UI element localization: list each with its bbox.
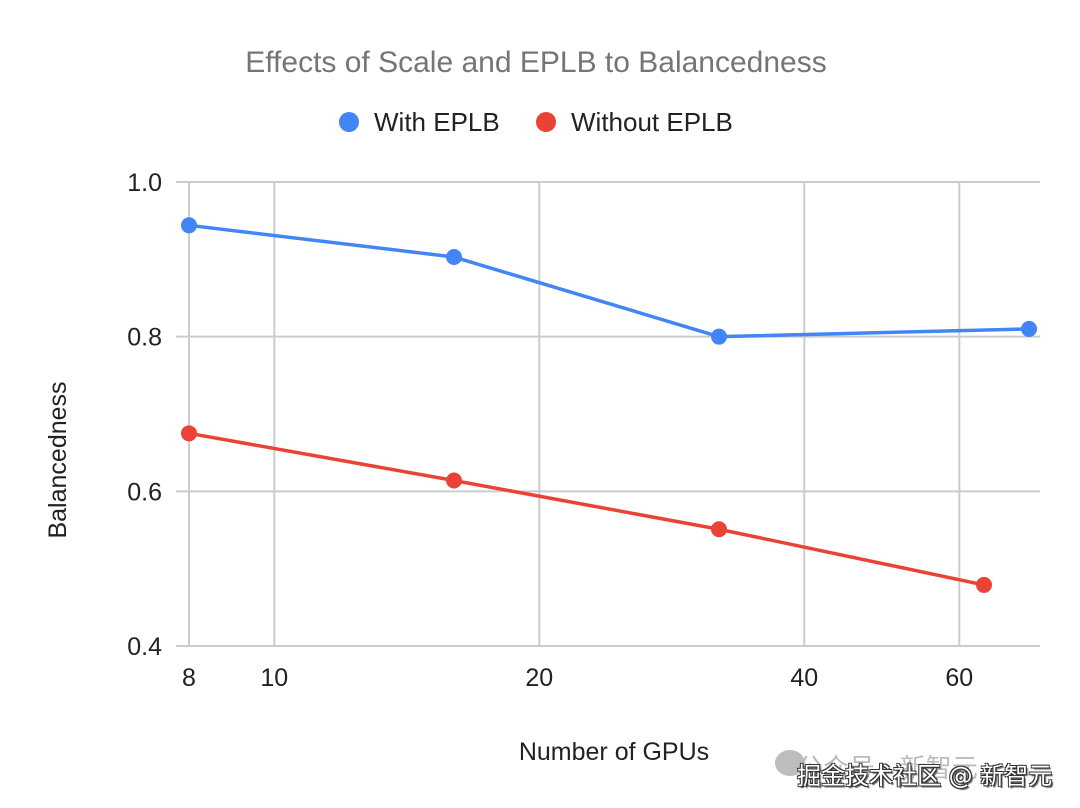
legend-marker <box>339 112 359 132</box>
series-with-eplb <box>181 217 1038 345</box>
legend-label: Without EPLB <box>571 107 733 137</box>
x-axis-label: Number of GPUs <box>519 738 709 766</box>
legend-item: With EPLB <box>339 107 500 137</box>
y-tick-label: 0.4 <box>127 633 162 661</box>
x-tick-label: 40 <box>790 664 818 692</box>
x-tick-labels: 8 10 20 40 60 <box>182 664 973 692</box>
x-tick-label: 8 <box>182 664 196 692</box>
x-gridlines <box>188 182 961 646</box>
series-without-eplb <box>181 425 992 593</box>
y-tick-label: 0.6 <box>127 478 162 506</box>
series-line <box>188 431 985 587</box>
legend-item: Without EPLB <box>536 107 733 137</box>
legend-label: With EPLB <box>374 107 500 137</box>
y-axis-label: Balancedness <box>44 381 72 538</box>
data-point <box>1021 320 1038 337</box>
watermark-back-text: 公众号 · 新智元 <box>797 754 978 784</box>
series-group <box>181 217 1038 593</box>
data-point <box>181 425 197 442</box>
data-point <box>446 249 462 266</box>
legend: With EPLB Without EPLB <box>339 107 733 137</box>
y-tick-label: 0.8 <box>127 324 162 352</box>
legend-marker <box>536 112 556 132</box>
data-point <box>711 521 727 538</box>
data-point <box>181 217 197 234</box>
data-point <box>446 472 462 489</box>
x-tick-label: 20 <box>525 664 553 692</box>
data-point <box>976 576 992 593</box>
x-tick-label: 10 <box>260 664 288 692</box>
x-tick-label: 60 <box>945 664 973 692</box>
data-point <box>711 328 727 345</box>
wechat-icon <box>775 750 805 776</box>
y-gridlines <box>176 181 1040 647</box>
y-tick-labels: 0.4 0.6 0.8 1.0 <box>127 169 162 661</box>
series-line <box>188 223 1030 339</box>
chart-title: Effects of Scale and EPLB to Balancednes… <box>245 46 826 79</box>
watermark-front-text: 掘金技术社区 @ 新智元 <box>797 762 1053 790</box>
y-tick-label: 1.0 <box>127 169 162 197</box>
watermark: 公众号 · 新智元 掘金技术社区 @ 新智元 <box>775 740 1075 800</box>
